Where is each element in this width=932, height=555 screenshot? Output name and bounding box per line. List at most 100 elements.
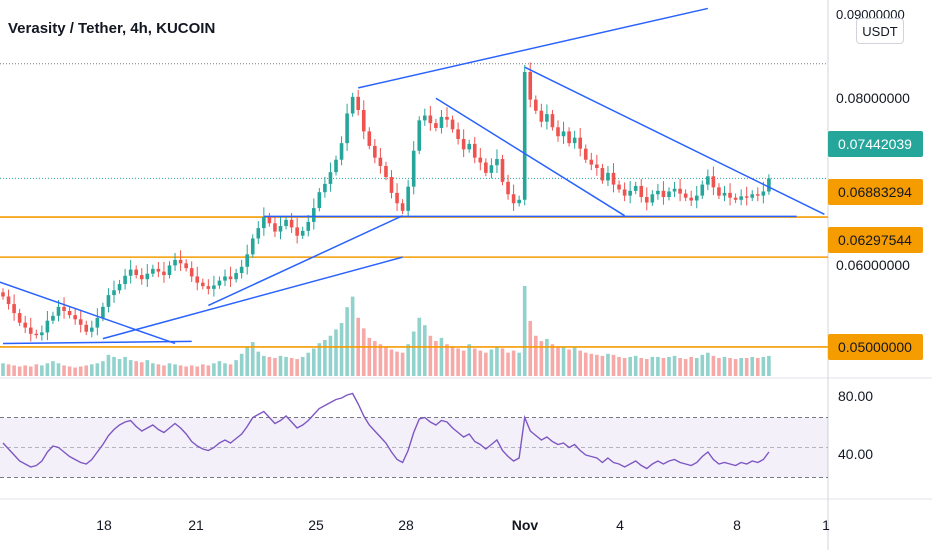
candle-body	[300, 230, 305, 236]
volume-bar	[1, 363, 5, 376]
volume-bar	[639, 358, 644, 376]
volume-bar	[561, 347, 566, 376]
volume-bar	[534, 335, 538, 376]
volume-bar	[611, 354, 616, 376]
volume-bar	[472, 348, 477, 376]
candle-body	[700, 184, 705, 196]
candle-body	[767, 178, 771, 192]
volume-bar	[106, 354, 111, 376]
candle-body	[356, 96, 360, 110]
volume-bar	[34, 364, 39, 376]
candle-body	[467, 143, 471, 150]
trend-line	[358, 7, 709, 89]
candle-body	[661, 190, 666, 198]
candle-body	[339, 143, 344, 160]
volume-bar	[134, 361, 138, 376]
volume-bar	[306, 352, 311, 376]
volume-bar	[239, 353, 244, 376]
candle-body	[428, 115, 433, 124]
candle-body	[112, 290, 116, 296]
candle-body	[367, 131, 372, 146]
candle-body	[606, 172, 610, 181]
volume-bar	[728, 358, 732, 376]
candle-body	[689, 197, 693, 201]
volume-bar	[212, 363, 216, 376]
candle-body	[78, 319, 83, 325]
candle-body	[151, 268, 155, 274]
currency-button[interactable]: USDT	[856, 18, 904, 44]
candle-body	[400, 203, 405, 211]
candle-body	[189, 268, 194, 277]
volume-bar	[539, 341, 544, 376]
candle-body	[761, 191, 766, 196]
volume-bar	[373, 341, 377, 376]
candle-body	[250, 238, 255, 255]
candle-body	[45, 320, 50, 333]
volume-bar	[595, 354, 599, 376]
candle-body	[472, 143, 477, 158]
volume-bar	[583, 352, 588, 376]
candle-body	[245, 254, 249, 267]
candle-body	[334, 159, 338, 173]
volume-bar	[661, 358, 666, 376]
trend-line	[2, 340, 192, 345]
volume-bar	[567, 349, 571, 376]
volume-bar	[744, 358, 749, 376]
volume-bar	[67, 366, 72, 376]
candle-body	[128, 269, 133, 276]
candle-body	[12, 304, 16, 314]
candle-body	[650, 194, 655, 203]
volume-bar	[484, 352, 488, 376]
candle-body	[134, 269, 138, 276]
volume-bar	[289, 358, 294, 376]
candle-body	[622, 189, 627, 196]
price-tag	[828, 227, 923, 253]
volume-bar	[700, 354, 705, 376]
volume-bar	[378, 344, 383, 376]
volume-bar	[101, 361, 105, 376]
candle-body	[683, 193, 688, 198]
volume-bar	[522, 286, 527, 376]
volume-bar	[622, 358, 627, 376]
volume-bar	[323, 340, 327, 376]
chart-title: Verasity / Tether, 4h, KUCOIN	[8, 20, 216, 37]
candle-body	[645, 197, 649, 203]
volume-bar	[722, 356, 727, 376]
volume-bar	[456, 348, 460, 376]
volume-bar	[689, 356, 693, 376]
candle-body	[611, 172, 616, 185]
candle-body	[667, 191, 671, 198]
volume-bar	[245, 346, 249, 376]
volume-bar	[495, 346, 499, 376]
candle-body	[456, 129, 460, 140]
price-tag-label: 0.07442039	[838, 136, 912, 152]
candle-body	[406, 186, 410, 211]
volume-bar	[528, 320, 533, 376]
volume-bar	[467, 344, 471, 376]
price-tag-label: 0.06883294	[838, 184, 912, 200]
candle-body	[506, 181, 510, 195]
trend-line	[102, 256, 403, 340]
volume-bar	[617, 356, 621, 376]
candle-body	[123, 275, 127, 285]
volume-bar	[78, 366, 83, 376]
volume-bar	[645, 359, 649, 376]
candle-body	[40, 332, 44, 336]
candle-body	[173, 259, 177, 266]
volume-bar	[400, 352, 405, 376]
volume-bar	[667, 356, 671, 376]
candle-body	[439, 116, 444, 128]
trend-line	[0, 281, 176, 345]
time-axis-tick-label: 1	[822, 517, 830, 533]
volume-bar	[572, 347, 577, 376]
candle-body	[289, 219, 294, 228]
time-axis-tick-label: 8	[733, 517, 741, 533]
volume-bar	[628, 356, 632, 376]
volume-bar	[756, 358, 760, 376]
candle-body	[528, 72, 533, 100]
volume-bar	[761, 356, 766, 376]
candle-body	[167, 265, 172, 276]
volume-bar	[345, 307, 349, 376]
